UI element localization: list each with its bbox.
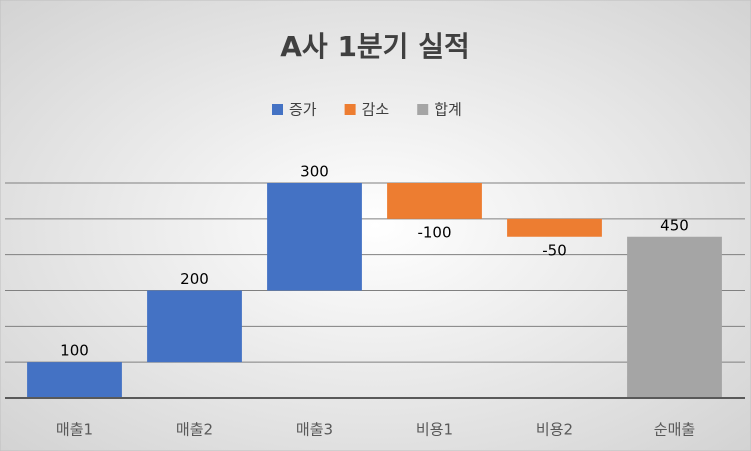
x-tick-label: 매출3 [296, 421, 333, 439]
bar [387, 183, 482, 219]
x-tick-label: 순매출 [654, 421, 695, 439]
bar [507, 218, 602, 237]
bar [627, 236, 722, 398]
bar [267, 183, 362, 291]
bar [27, 362, 122, 398]
legend-label: 감소 [362, 101, 390, 119]
legend-label: 증가 [289, 101, 317, 119]
x-tick-label: 비용1 [416, 421, 453, 439]
data-label: 200 [180, 270, 209, 288]
legend-swatch [272, 104, 283, 115]
data-label: 300 [300, 163, 329, 181]
data-label: 450 [660, 216, 689, 234]
legend-label: 합계 [434, 101, 462, 119]
x-tick-label: 매출2 [176, 421, 213, 439]
bar [147, 290, 242, 363]
x-tick-label: 매출1 [56, 421, 93, 439]
legend-swatch [417, 104, 429, 115]
chart-title: A사 1분기 실적 [280, 30, 469, 63]
data-label: -50 [542, 241, 567, 259]
data-label: 100 [60, 342, 89, 360]
x-tick-label: 비용2 [536, 421, 573, 439]
data-label: -100 [417, 223, 451, 241]
legend-swatch [344, 104, 356, 115]
